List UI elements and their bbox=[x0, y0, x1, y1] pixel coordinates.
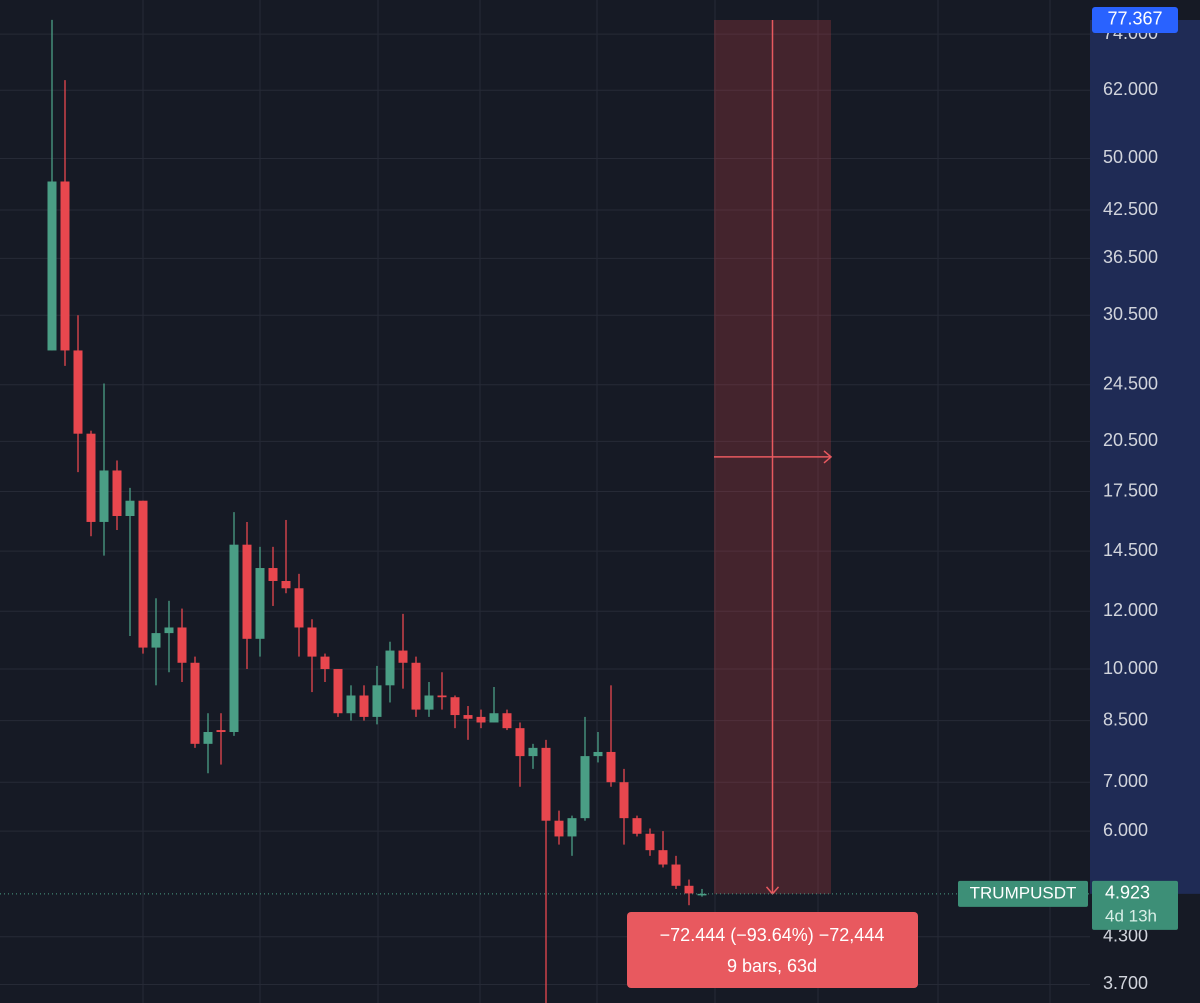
candle-body bbox=[320, 656, 330, 670]
candle-body bbox=[411, 662, 421, 710]
candle-body bbox=[463, 715, 473, 719]
ruler bbox=[714, 19, 833, 896]
symbol-box bbox=[958, 880, 1088, 907]
countdown-label: 4d 13h bbox=[1105, 906, 1157, 925]
candle-body bbox=[671, 864, 681, 886]
candle-body bbox=[164, 627, 174, 634]
y-tick-label: 24.500 bbox=[1103, 374, 1158, 394]
ruler-arrow-head bbox=[823, 450, 833, 464]
measure-bars-label: 9 bars, 63d bbox=[727, 956, 817, 976]
measure-label: −72.444 (−93.64%) −72,444 bbox=[660, 925, 885, 945]
symbol-label: TRUMPUSDT bbox=[970, 883, 1077, 902]
y-tick-label: 10.000 bbox=[1103, 658, 1158, 678]
measure-high-box bbox=[1092, 6, 1178, 33]
candle-body bbox=[528, 747, 538, 757]
axis-range-highlight bbox=[1090, 19, 1200, 894]
candle-body bbox=[632, 818, 642, 834]
candle-body bbox=[177, 627, 187, 663]
vertical-grid bbox=[142, 0, 1051, 1003]
candle-body bbox=[580, 756, 590, 819]
candle-body bbox=[333, 669, 343, 714]
y-tick-label: 17.500 bbox=[1103, 480, 1158, 500]
y-tick-label: 36.500 bbox=[1103, 247, 1158, 267]
candle-body bbox=[294, 588, 304, 628]
candle-body bbox=[138, 500, 148, 648]
candle-body bbox=[645, 833, 655, 851]
candle-body bbox=[398, 650, 408, 663]
y-tick-label: 30.500 bbox=[1103, 304, 1158, 324]
candle-body bbox=[567, 818, 577, 837]
candle-body bbox=[619, 782, 629, 819]
candle-body bbox=[684, 885, 694, 894]
y-tick-label: 4.300 bbox=[1103, 926, 1148, 946]
y-tick-label: 7.000 bbox=[1103, 771, 1148, 791]
y-tick-label: 6.000 bbox=[1103, 820, 1148, 840]
candle-body bbox=[281, 580, 291, 589]
candle-body bbox=[99, 470, 109, 522]
candle-body bbox=[216, 730, 226, 733]
candle-body bbox=[437, 695, 447, 698]
y-tick-label: 12.000 bbox=[1103, 600, 1158, 620]
candle-body bbox=[697, 893, 707, 896]
last-price-box bbox=[1092, 880, 1178, 930]
candle-body bbox=[346, 695, 356, 714]
candle-body bbox=[255, 568, 265, 639]
y-tick-label: 42.500 bbox=[1103, 199, 1158, 219]
candle-body bbox=[112, 470, 122, 517]
candle-body bbox=[476, 716, 486, 723]
candle-body bbox=[86, 433, 96, 522]
candle-body bbox=[424, 695, 434, 710]
y-tick-label: 62.000 bbox=[1103, 79, 1158, 99]
y-tick-label: 8.500 bbox=[1103, 709, 1148, 729]
candle-body bbox=[489, 713, 499, 723]
candle-body bbox=[541, 747, 551, 821]
candle-body bbox=[242, 544, 252, 639]
y-tick-label: 50.000 bbox=[1103, 147, 1158, 167]
candle-body bbox=[203, 732, 213, 744]
candle-body bbox=[385, 650, 395, 686]
candle-body bbox=[372, 685, 382, 717]
candle-body bbox=[359, 695, 369, 717]
y-tick-label: 3.700 bbox=[1103, 973, 1148, 993]
candle-body bbox=[268, 568, 278, 581]
last-price-label: 4.923 bbox=[1105, 883, 1150, 903]
overlay: 77.367 TRUMPUSDT 4.923 4d 13h −72.444 (−93.6… bbox=[627, 6, 1178, 988]
y-tick-label: 20.500 bbox=[1103, 430, 1158, 450]
candle-body bbox=[47, 181, 57, 351]
candle-body bbox=[73, 350, 83, 434]
candle-body bbox=[554, 820, 564, 837]
candle-body bbox=[229, 544, 239, 733]
candle-body bbox=[450, 697, 460, 716]
y-tick-label: 14.500 bbox=[1103, 540, 1158, 560]
candle-body bbox=[307, 627, 317, 657]
candle-body bbox=[658, 850, 668, 865]
candle-body bbox=[190, 662, 200, 744]
price-axis: 74.00062.00050.00042.50036.50030.50024.5… bbox=[1090, 0, 1200, 1003]
candle-body bbox=[515, 728, 525, 757]
horizontal-grid bbox=[0, 33, 1090, 985]
measure-box bbox=[627, 912, 918, 988]
candle-body bbox=[60, 181, 70, 351]
candle-body bbox=[606, 751, 616, 783]
candle-body bbox=[125, 500, 135, 517]
measure-high-label: 77.367 bbox=[1107, 9, 1162, 29]
candles bbox=[0, 19, 1090, 1003]
candle-body bbox=[593, 751, 603, 757]
candle-body bbox=[151, 633, 161, 648]
candle-body bbox=[502, 713, 512, 729]
